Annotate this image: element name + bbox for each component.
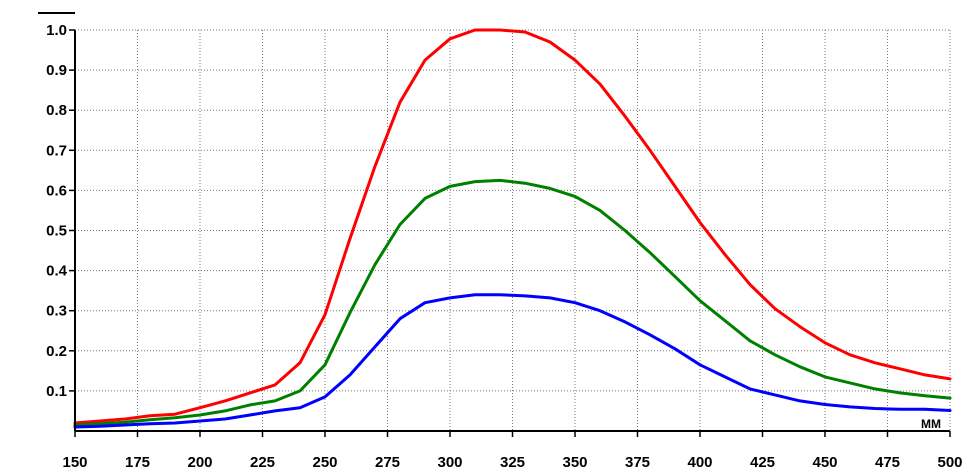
x-tick-label: 475 [875, 454, 900, 471]
tick-marks [69, 29, 951, 437]
x-tick-label: 375 [625, 454, 650, 471]
x-tick-label: 250 [312, 454, 337, 471]
y-tick-label: 0.7 [46, 142, 67, 159]
x-tick-label: 275 [375, 454, 400, 471]
x-tick-label: 425 [750, 454, 775, 471]
x-unit-label: MM [921, 417, 941, 431]
x-tick-label: 150 [62, 454, 87, 471]
y-tick-label: 0.1 [46, 383, 67, 400]
x-tick-label: 400 [687, 454, 712, 471]
x-tick-label: 175 [125, 454, 150, 471]
y-tick-label: 0.3 [46, 303, 67, 320]
x-tick-label: 200 [187, 454, 212, 471]
series-group [73, 28, 952, 429]
y-tick-label: 0.4 [46, 263, 68, 280]
tick-labels: 150 175 200 225 250 275 300 325 350 375 400 425 450 4… [46, 22, 962, 471]
x-tick-label: 325 [500, 454, 525, 471]
x-tick-label: 225 [250, 454, 275, 471]
x-tick-label: 300 [437, 454, 462, 471]
y-tick-label: 1.0 [46, 22, 67, 39]
x-tick-label: 450 [812, 454, 837, 471]
x-tick-label: 500 [937, 454, 962, 471]
series-line-3 [73, 293, 952, 429]
axes [38, 12, 950, 432]
y-tick-label: 0.6 [46, 182, 67, 199]
y-tick-label: 0.8 [46, 102, 67, 119]
series-line-1 [73, 28, 952, 425]
y-tick-label: 0.9 [46, 62, 67, 79]
x-tick-label: 350 [562, 454, 587, 471]
grid [75, 29, 951, 431]
series-line-2 [73, 178, 952, 427]
y-tick-label: 0.5 [46, 223, 67, 240]
y-tick-label: 0.2 [46, 343, 67, 360]
